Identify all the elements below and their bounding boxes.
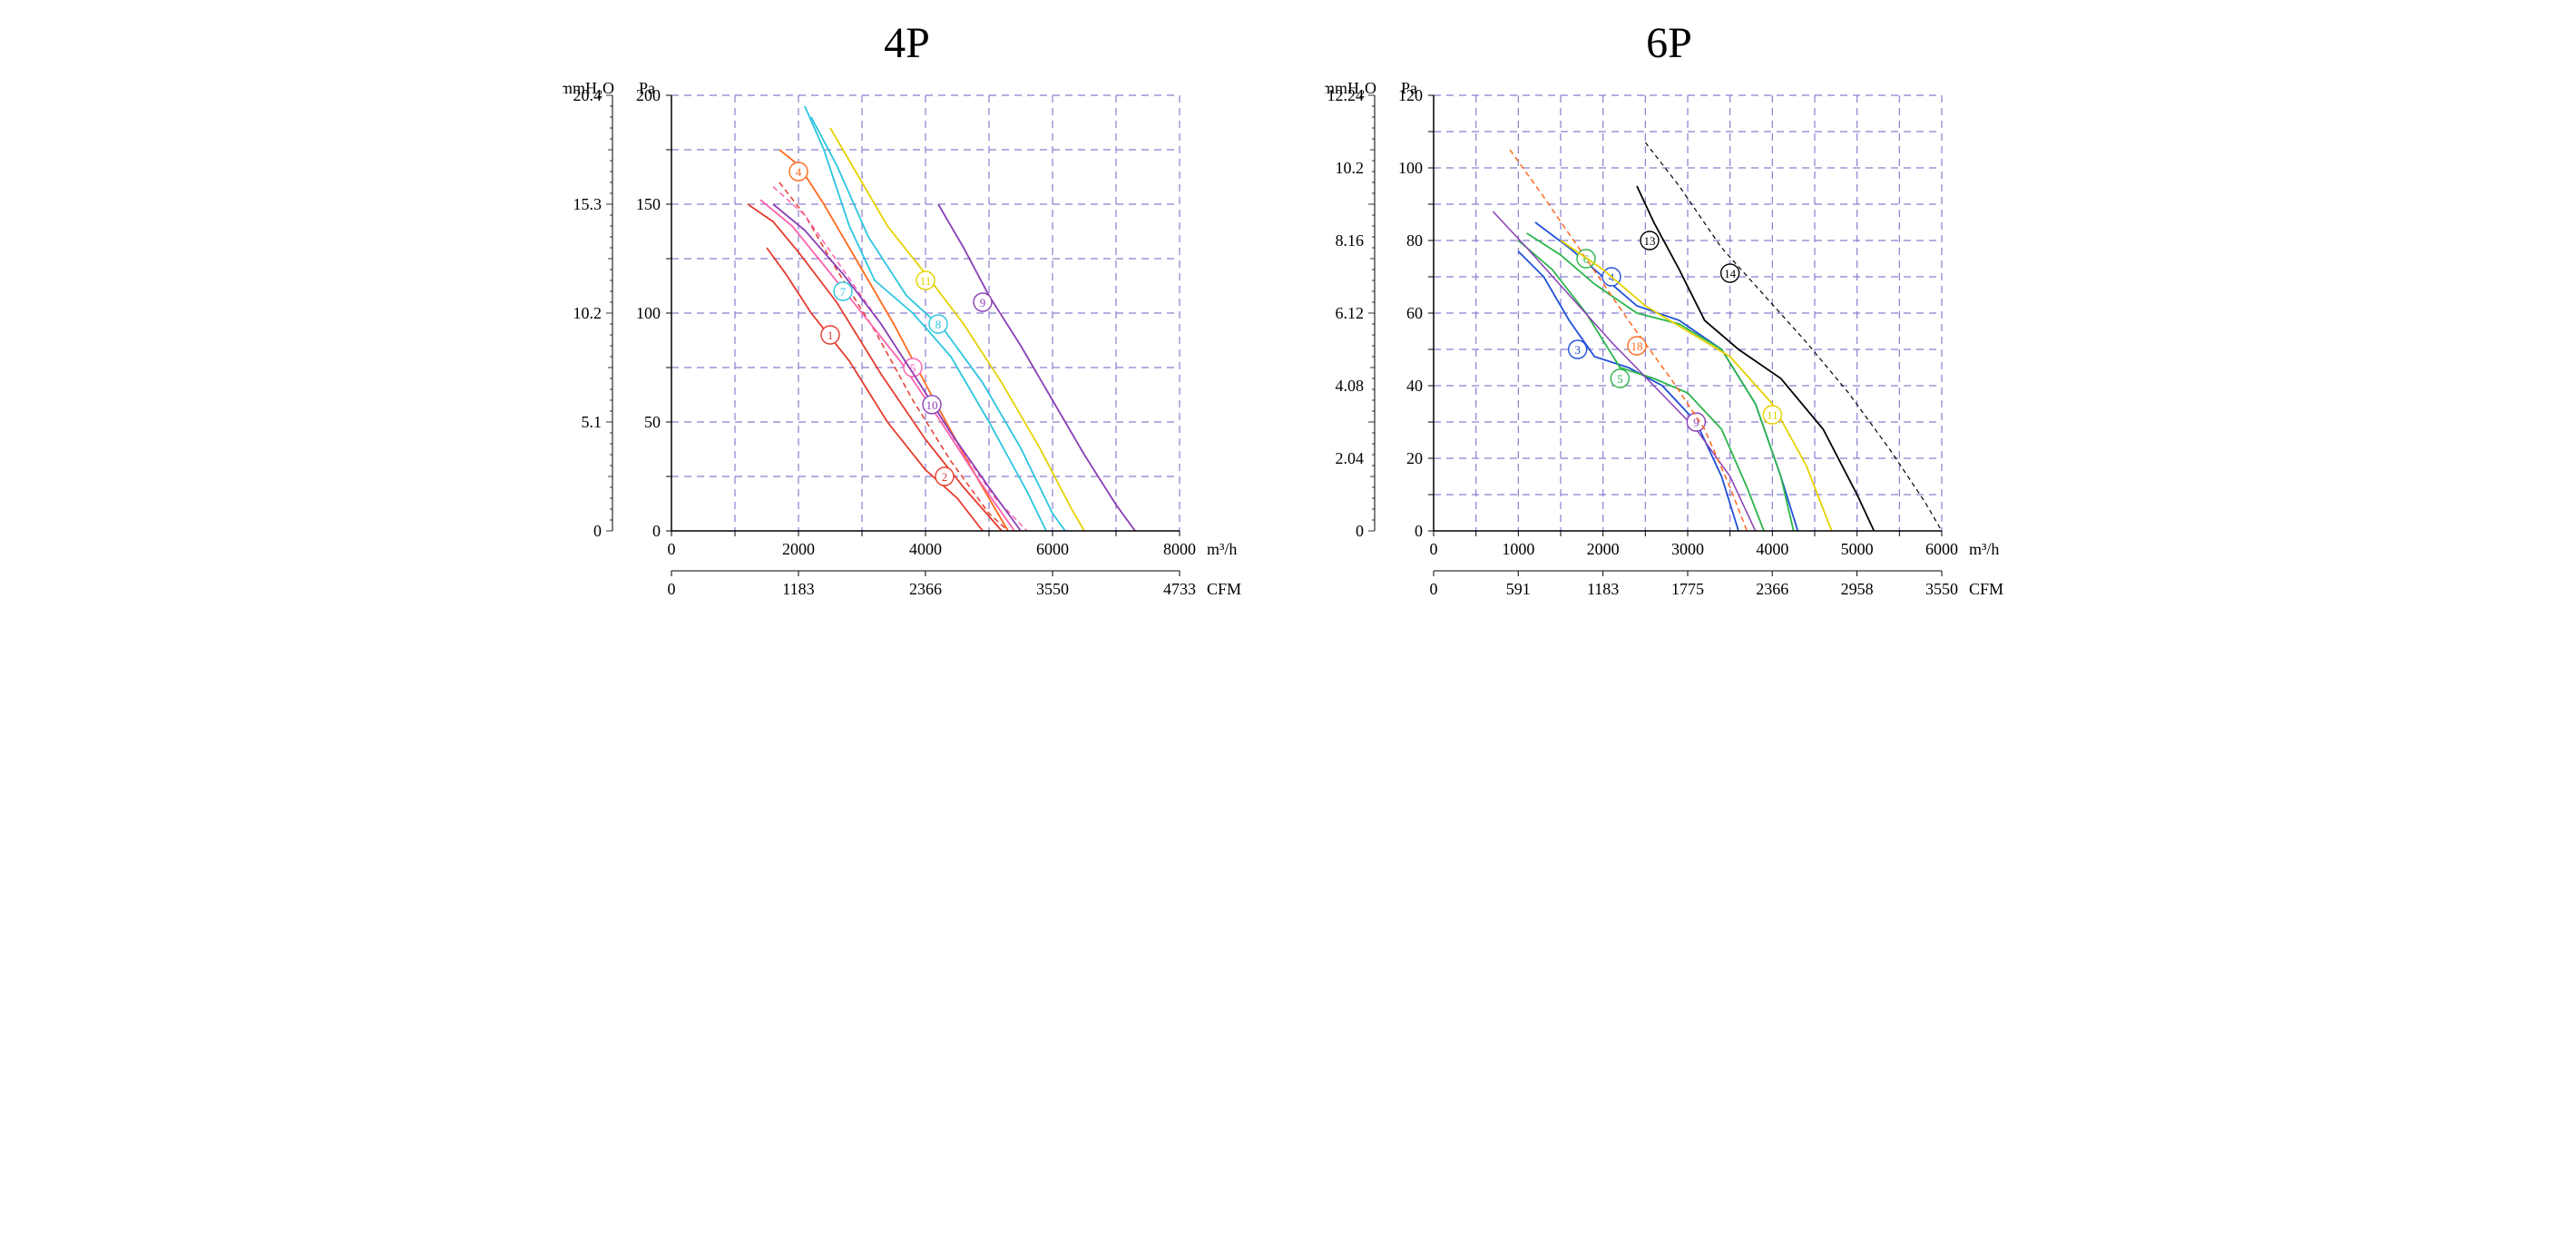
svg-text:3550: 3550	[1925, 580, 1958, 598]
svg-text:mmH2O: mmH2O	[1325, 79, 1376, 100]
svg-text:8: 8	[935, 318, 941, 331]
chart-plot: 34569181113140100020003000400050006000m³…	[1325, 77, 2014, 626]
svg-text:5.1: 5.1	[581, 413, 602, 431]
svg-text:1: 1	[827, 329, 833, 342]
svg-text:13: 13	[1643, 234, 1655, 248]
svg-text:14: 14	[1724, 267, 1737, 280]
svg-text:CFM: CFM	[1207, 580, 1241, 598]
svg-text:40: 40	[1406, 377, 1423, 395]
chart-title: 4P	[563, 18, 1252, 68]
svg-text:80: 80	[1406, 231, 1423, 250]
chart-panel: 4P1245789101102000400060008000m³/h011832…	[563, 18, 1252, 626]
svg-text:0: 0	[667, 580, 675, 598]
svg-text:1000: 1000	[1502, 540, 1534, 558]
svg-text:4733: 4733	[1163, 580, 1196, 598]
svg-text:100: 100	[1398, 159, 1423, 177]
svg-text:18: 18	[1631, 339, 1642, 353]
svg-text:2958: 2958	[1840, 580, 1873, 598]
svg-text:2366: 2366	[908, 580, 941, 598]
chart-panel: 6P34569181113140100020003000400050006000…	[1325, 18, 2014, 626]
svg-text:15.3: 15.3	[573, 195, 602, 213]
svg-text:4: 4	[795, 165, 801, 179]
svg-text:50: 50	[644, 413, 661, 431]
svg-text:mmH2O: mmH2O	[563, 79, 614, 100]
svg-text:11: 11	[919, 274, 931, 288]
svg-text:9: 9	[979, 296, 985, 309]
svg-text:0: 0	[1429, 540, 1437, 558]
svg-text:Pa: Pa	[1401, 79, 1417, 97]
svg-text:10.2: 10.2	[573, 304, 602, 322]
svg-text:1183: 1183	[1586, 580, 1618, 598]
svg-text:Pa: Pa	[639, 79, 655, 97]
svg-text:0: 0	[1415, 522, 1423, 540]
svg-text:4.08: 4.08	[1335, 377, 1364, 395]
svg-text:m³/h: m³/h	[1207, 540, 1237, 558]
svg-text:2.04: 2.04	[1335, 449, 1364, 467]
svg-text:1775: 1775	[1671, 580, 1704, 598]
svg-text:0: 0	[593, 522, 602, 540]
svg-text:3550: 3550	[1036, 580, 1069, 598]
svg-text:3000: 3000	[1671, 540, 1704, 558]
svg-text:11: 11	[1767, 408, 1778, 422]
svg-text:6000: 6000	[1925, 540, 1958, 558]
svg-text:0: 0	[1429, 580, 1437, 598]
svg-text:2366: 2366	[1756, 580, 1788, 598]
svg-text:100: 100	[636, 304, 661, 322]
svg-text:10.2: 10.2	[1335, 159, 1364, 177]
svg-text:0: 0	[652, 522, 661, 540]
svg-text:10: 10	[926, 398, 937, 412]
svg-text:0: 0	[1356, 522, 1364, 540]
svg-text:6000: 6000	[1036, 540, 1069, 558]
svg-text:2000: 2000	[782, 540, 815, 558]
svg-text:4000: 4000	[909, 540, 942, 558]
svg-text:8000: 8000	[1163, 540, 1196, 558]
svg-text:CFM: CFM	[1969, 580, 2003, 598]
svg-text:3: 3	[1574, 343, 1581, 357]
svg-text:5: 5	[1617, 372, 1623, 386]
chart-title: 6P	[1325, 18, 2014, 68]
svg-text:9: 9	[1693, 416, 1699, 429]
svg-text:2: 2	[941, 470, 947, 484]
svg-text:60: 60	[1406, 304, 1423, 322]
svg-text:8.16: 8.16	[1335, 231, 1364, 250]
svg-text:4000: 4000	[1756, 540, 1788, 558]
svg-text:6.12: 6.12	[1335, 304, 1364, 322]
svg-text:7: 7	[839, 285, 846, 299]
svg-text:5000: 5000	[1840, 540, 1873, 558]
svg-text:20: 20	[1406, 449, 1423, 467]
chart-plot: 1245789101102000400060008000m³/h01183236…	[563, 77, 1252, 626]
svg-text:591: 591	[1505, 580, 1530, 598]
svg-text:150: 150	[636, 195, 661, 213]
svg-text:0: 0	[667, 540, 675, 558]
svg-text:1183: 1183	[782, 580, 814, 598]
svg-text:m³/h: m³/h	[1969, 540, 1999, 558]
svg-text:2000: 2000	[1586, 540, 1619, 558]
